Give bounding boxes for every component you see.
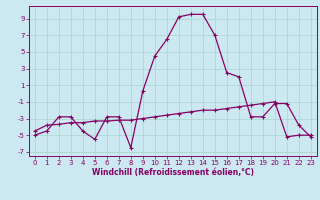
X-axis label: Windchill (Refroidissement éolien,°C): Windchill (Refroidissement éolien,°C): [92, 168, 254, 177]
